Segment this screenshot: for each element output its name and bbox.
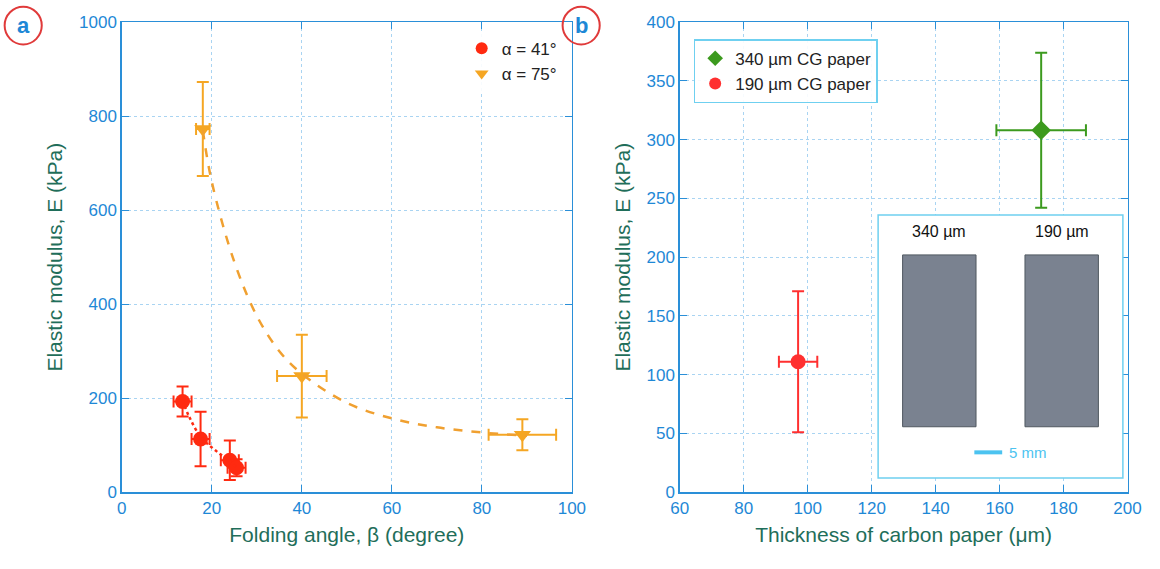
svg-text:340 µm: 340 µm bbox=[912, 223, 966, 240]
svg-text:5 mm: 5 mm bbox=[1009, 444, 1047, 461]
svg-text:1000: 1000 bbox=[79, 13, 117, 32]
svg-text:100: 100 bbox=[558, 499, 586, 518]
svg-text:400: 400 bbox=[89, 295, 117, 314]
svg-text:190 µm CG paper: 190 µm CG paper bbox=[735, 75, 871, 94]
svg-text:Elastic modulus, E (kPa): Elastic modulus, E (kPa) bbox=[611, 143, 634, 372]
svg-text:200: 200 bbox=[89, 389, 117, 408]
svg-text:60: 60 bbox=[382, 499, 401, 518]
svg-text:Folding angle, β (degree): Folding angle, β (degree) bbox=[229, 523, 464, 546]
svg-text:100: 100 bbox=[794, 499, 822, 518]
svg-text:b: b bbox=[575, 13, 588, 38]
svg-text:180: 180 bbox=[1049, 499, 1077, 518]
svg-text:80: 80 bbox=[734, 499, 753, 518]
svg-text:300: 300 bbox=[646, 131, 674, 150]
svg-text:160: 160 bbox=[985, 499, 1013, 518]
svg-text:Elastic modulus, E (kPa): Elastic modulus, E (kPa) bbox=[43, 143, 66, 372]
svg-text:400: 400 bbox=[646, 13, 674, 32]
svg-text:60: 60 bbox=[670, 499, 689, 518]
svg-text:190 µm: 190 µm bbox=[1035, 223, 1089, 240]
svg-text:α = 41°: α = 41° bbox=[502, 40, 557, 59]
svg-text:800: 800 bbox=[89, 107, 117, 126]
svg-text:600: 600 bbox=[89, 201, 117, 220]
svg-text:100: 100 bbox=[646, 366, 674, 385]
svg-text:Thickness of carbon paper (μm): Thickness of carbon paper (μm) bbox=[755, 523, 1052, 546]
svg-text:250: 250 bbox=[646, 189, 674, 208]
svg-text:20: 20 bbox=[202, 499, 221, 518]
svg-text:80: 80 bbox=[472, 499, 491, 518]
svg-text:50: 50 bbox=[656, 424, 675, 443]
svg-text:a: a bbox=[17, 13, 30, 38]
svg-text:0: 0 bbox=[665, 483, 674, 502]
svg-text:150: 150 bbox=[646, 307, 674, 326]
svg-text:α = 75°: α = 75° bbox=[502, 65, 557, 84]
svg-text:350: 350 bbox=[646, 72, 674, 91]
svg-text:340 µm CG paper: 340 µm CG paper bbox=[735, 50, 871, 69]
svg-text:140: 140 bbox=[921, 499, 949, 518]
svg-text:0: 0 bbox=[107, 483, 116, 502]
svg-text:200: 200 bbox=[646, 248, 674, 267]
svg-text:40: 40 bbox=[292, 499, 311, 518]
svg-text:200: 200 bbox=[1113, 499, 1141, 518]
svg-text:0: 0 bbox=[117, 499, 126, 518]
svg-text:120: 120 bbox=[857, 499, 885, 518]
